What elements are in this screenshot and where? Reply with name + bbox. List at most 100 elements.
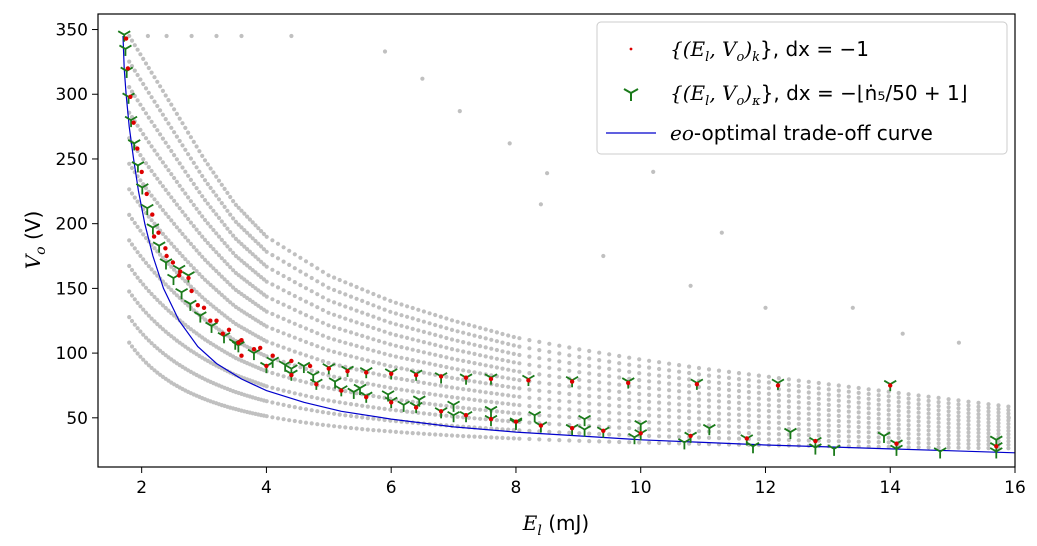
- cloud-point: [597, 358, 602, 363]
- cloud-point: [886, 412, 891, 417]
- cloud-point: [261, 262, 266, 267]
- cloud-point: [163, 164, 168, 169]
- cloud-point: [197, 149, 202, 154]
- cloud-point: [214, 212, 219, 217]
- cloud-point: [214, 268, 219, 274]
- cloud-point: [647, 420, 652, 425]
- cloud-point: [677, 382, 682, 387]
- y-axis-label: Vo (V): [21, 211, 49, 270]
- cloud-point: [766, 420, 772, 425]
- cloud-point: [365, 312, 370, 317]
- cloud-point: [405, 377, 410, 383]
- cloud-point: [292, 252, 297, 257]
- cloud-point: [211, 208, 216, 213]
- cloud-point: [264, 324, 269, 329]
- cloud-point: [577, 385, 582, 390]
- cloud-point: [826, 413, 831, 418]
- cloud-point: [259, 259, 264, 264]
- cloud-point: [726, 400, 732, 405]
- cloud-point: [506, 350, 511, 355]
- cloud-point: [806, 427, 811, 432]
- cloud-point: [511, 343, 516, 348]
- series-k-point: [326, 366, 331, 371]
- cloud-point: [177, 116, 182, 121]
- cloud-point: [247, 233, 252, 238]
- cloud-point: [557, 414, 562, 419]
- cloud-point: [132, 195, 137, 200]
- cloud-point: [511, 360, 516, 365]
- cloud-point: [281, 273, 286, 279]
- cloud-point: [916, 415, 921, 420]
- cloud-point: [607, 388, 612, 393]
- cloud-point: [946, 401, 951, 406]
- cloud-point: [577, 370, 582, 375]
- trade-off-curve: [122, 35, 1016, 454]
- cloud-point: [816, 386, 821, 391]
- cloud-point: [597, 417, 602, 422]
- cloud-point: [264, 279, 269, 284]
- cloud-point: [247, 265, 252, 270]
- cloud-point: [138, 354, 143, 359]
- series-kappa-point: [193, 311, 207, 323]
- legend-marker-kappa: [623, 88, 639, 101]
- cloud-point: [197, 210, 202, 215]
- cloud-point: [281, 302, 286, 307]
- cloud-point: [343, 280, 348, 285]
- cloud-point: [507, 141, 512, 146]
- cloud-point: [736, 388, 742, 394]
- cloud-point: [756, 396, 762, 401]
- cloud-point: [127, 85, 132, 90]
- cloud-point: [444, 355, 449, 360]
- cloud-point: [275, 328, 281, 334]
- cloud-point: [706, 385, 712, 391]
- cloud-point: [489, 355, 494, 360]
- cloud-point: [188, 199, 193, 204]
- cloud-point: [239, 225, 244, 230]
- cloud-point: [856, 385, 861, 391]
- cloud-point: [657, 427, 662, 432]
- cloud-point: [194, 269, 199, 274]
- cloud-point: [298, 365, 303, 370]
- cloud-point: [527, 362, 532, 367]
- cloud-point: [200, 153, 205, 158]
- cloud-point: [169, 264, 174, 269]
- cloud-point: [976, 415, 981, 420]
- cloud-point: [483, 390, 488, 395]
- cloud-point: [320, 397, 325, 402]
- cloud-point: [166, 308, 171, 313]
- cloud-point: [256, 272, 261, 277]
- cloud-point: [303, 259, 309, 264]
- series-k-point: [289, 358, 294, 364]
- cloud-point: [191, 245, 196, 250]
- series-k-point: [813, 438, 818, 444]
- cloud-point: [214, 33, 219, 39]
- cloud-point: [208, 282, 213, 287]
- cloud-point: [756, 390, 762, 395]
- cloud-point: [667, 401, 672, 406]
- cloud-point: [216, 197, 222, 202]
- cloud-point: [320, 295, 325, 300]
- cloud-point: [427, 432, 432, 437]
- cloud-point: [986, 442, 991, 447]
- cloud-point: [242, 244, 247, 249]
- cloud-point: [926, 398, 931, 403]
- cloud-point: [348, 306, 354, 311]
- cloud-point: [557, 438, 562, 443]
- cloud-point: [149, 267, 154, 272]
- cloud-point: [866, 411, 871, 416]
- cloud-point: [259, 229, 264, 234]
- cloud-point: [537, 404, 542, 409]
- cloud-point: [511, 351, 516, 356]
- cloud-point: [517, 378, 522, 383]
- series-k-point: [626, 380, 631, 386]
- cloud-point: [166, 98, 171, 103]
- cloud-point: [527, 395, 532, 400]
- series-kappa-point: [135, 183, 149, 195]
- cloud-point: [152, 343, 157, 348]
- cloud-point: [399, 398, 404, 403]
- cloud-point: [264, 249, 269, 254]
- cloud-point: [197, 292, 202, 297]
- cloud-point: [846, 429, 851, 434]
- cloud-point: [587, 363, 592, 369]
- cloud-point: [292, 266, 297, 271]
